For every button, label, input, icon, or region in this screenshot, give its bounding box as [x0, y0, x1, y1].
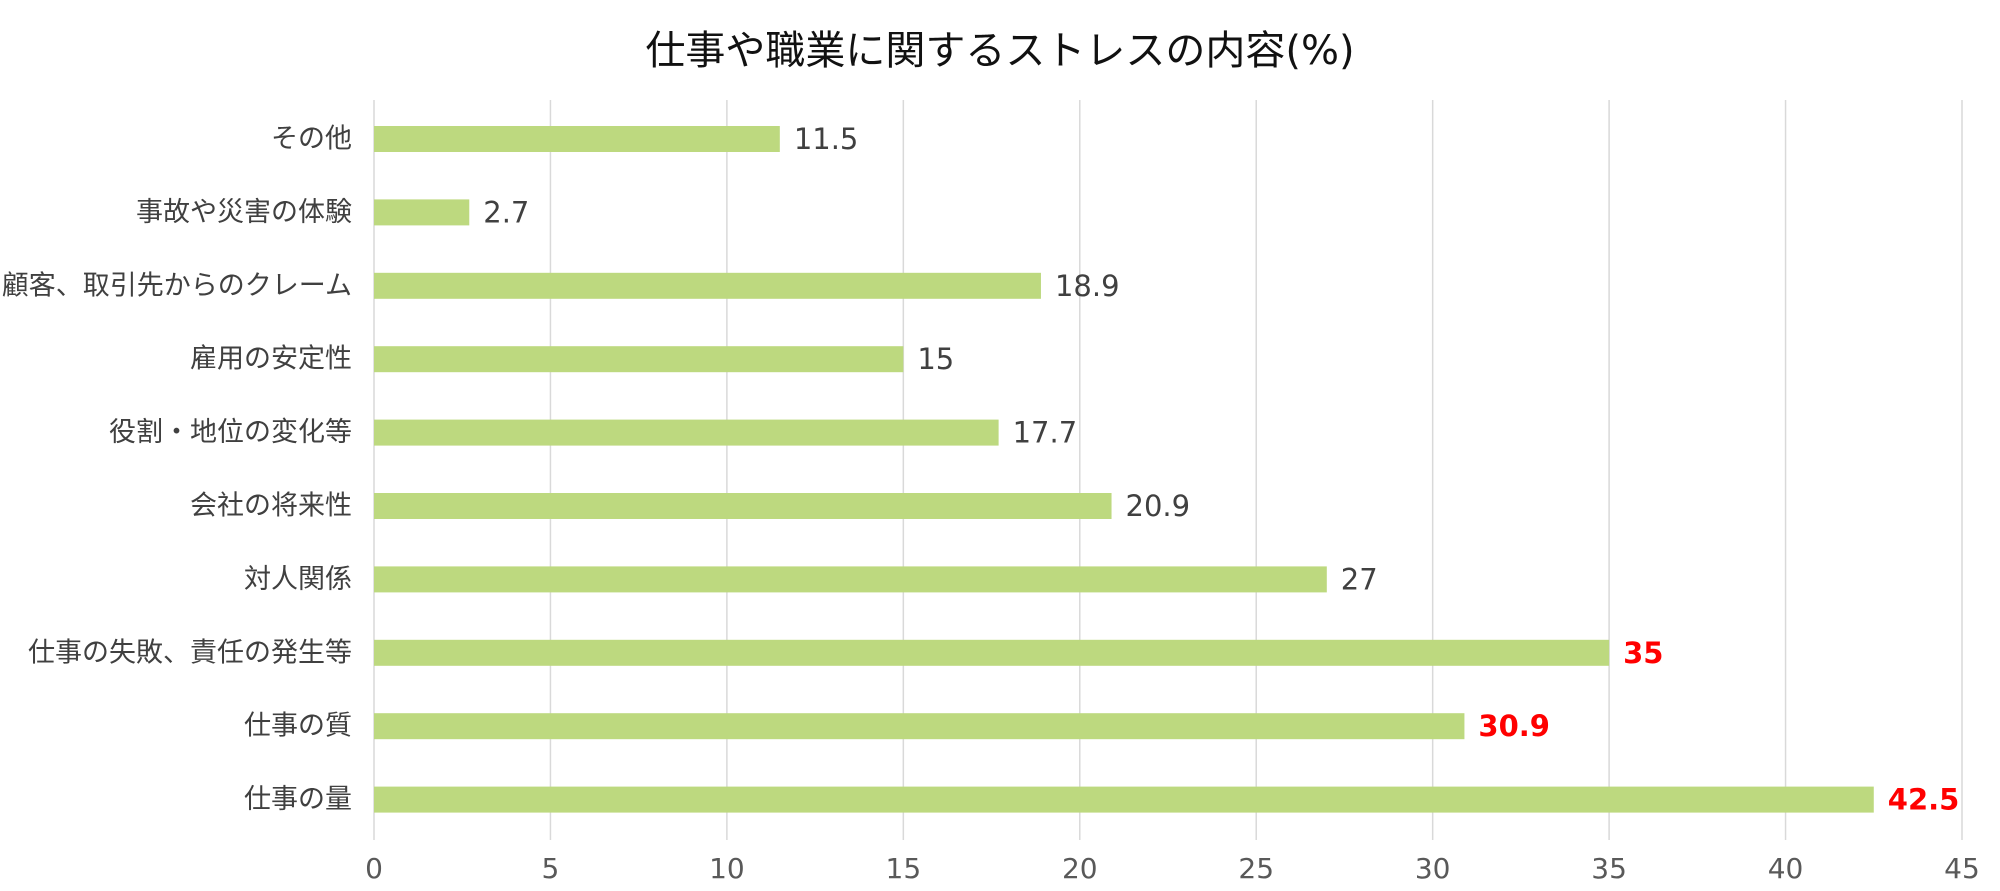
data-label-0: 11.5: [794, 122, 859, 156]
x-tick-label-5: 25: [1238, 852, 1274, 885]
bar-1: [374, 199, 470, 226]
chart-title: 仕事や職業に関するストレスの内容(%): [645, 28, 1355, 74]
x-tick-label-2: 10: [709, 852, 745, 885]
x-tick-label-8: 40: [1768, 852, 1804, 885]
category-label-8: 仕事の質: [244, 711, 352, 742]
bar-9: [374, 786, 1874, 813]
category-label-1: 事故や災害の体験: [136, 197, 352, 228]
bar-8: [374, 713, 1465, 740]
category-label-0: その他: [271, 124, 352, 155]
data-label-2: 18.9: [1055, 269, 1120, 303]
category-label-7: 仕事の失敗、責任の発生等: [28, 637, 352, 668]
x-tick-label-0: 0: [365, 852, 383, 885]
x-tick-label-7: 35: [1591, 852, 1627, 885]
x-tick-label-6: 30: [1415, 852, 1451, 885]
bar-5: [374, 493, 1112, 519]
category-label-2: 顧客、取引先からのクレーム: [2, 270, 352, 301]
data-label-8: 30.9: [1478, 709, 1550, 743]
data-label-6: 27: [1341, 562, 1378, 596]
data-label-1: 2.7: [483, 195, 529, 229]
x-tick-label-4: 20: [1062, 852, 1098, 885]
bar-7: [374, 639, 1610, 666]
data-label-7: 35: [1623, 636, 1663, 670]
bar-2: [374, 272, 1041, 299]
x-tick-label-3: 15: [886, 852, 922, 885]
category-label-5: 会社の将来性: [190, 491, 352, 522]
category-label-4: 役割・地位の変化等: [109, 417, 352, 448]
bar-6: [374, 566, 1327, 593]
x-tick-label-1: 5: [542, 852, 560, 885]
category-label-3: 雇用の安定性: [190, 344, 352, 375]
x-tick-label-9: 45: [1944, 852, 1980, 885]
data-label-9: 42.5: [1888, 783, 1960, 817]
data-label-4: 17.7: [1013, 416, 1078, 450]
category-label-6: 対人関係: [244, 564, 352, 595]
bar-3: [374, 346, 904, 373]
bar-0: [374, 126, 780, 152]
data-label-5: 20.9: [1126, 489, 1191, 523]
bar-4: [374, 419, 999, 446]
category-label-9: 仕事の量: [244, 784, 352, 815]
data-label-3: 15: [917, 342, 954, 376]
